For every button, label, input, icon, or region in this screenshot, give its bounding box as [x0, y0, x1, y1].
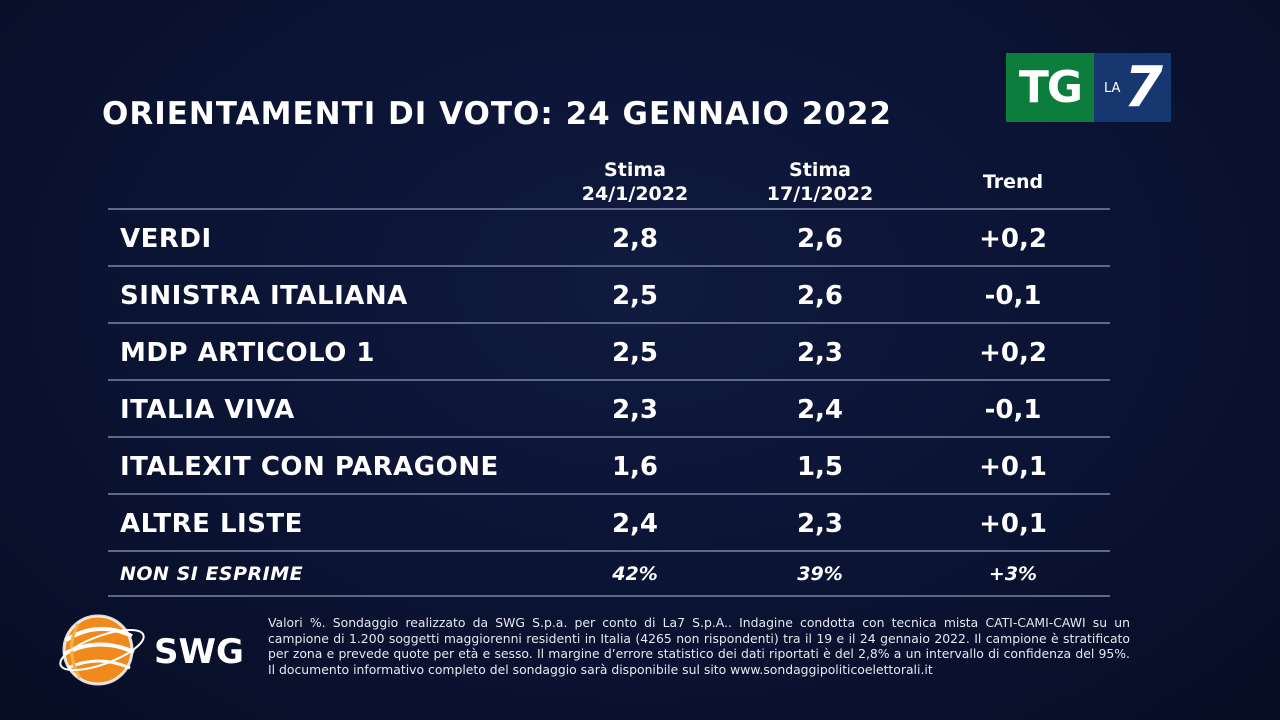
previous-value: 2,6: [796, 224, 844, 254]
column-header-current-line2: 24/1/2022: [581, 183, 689, 205]
current-value: 1,6: [611, 452, 659, 482]
previous-value: 1,5: [796, 452, 844, 482]
party-name: NON SI ESPRIME: [120, 563, 304, 585]
current-value: 2,4: [611, 509, 659, 539]
tg-la7-logo: TG LA 7: [1006, 53, 1171, 122]
party-name: SINISTRA ITALIANA: [120, 281, 408, 311]
column-header-previous: Stima 17/1/2022: [745, 158, 895, 206]
table-row-non-si-esprime: NON SI ESPRIME 42% 39% +3%: [108, 550, 1110, 596]
page-title: ORIENTAMENTI DI VOTO: 24 GENNAIO 2022: [102, 96, 892, 132]
trend-value: +0,2: [979, 224, 1047, 254]
current-value: 2,3: [611, 395, 659, 425]
swg-logo-text: SWG: [154, 632, 244, 672]
swg-logo: SWG: [58, 610, 248, 690]
methodology-disclaimer: Valori %. Sondaggio realizzato da SWG S.…: [268, 615, 1130, 677]
table-row: VERDI 2,8 2,6 +0,2: [108, 208, 1110, 266]
trend-value: -0,1: [984, 395, 1042, 425]
trend-value: +0,1: [979, 452, 1047, 482]
trend-value: -0,1: [984, 281, 1042, 311]
swg-globe-icon: [59, 614, 145, 686]
column-header-trend: Trend: [938, 170, 1088, 194]
column-header-previous-line2: 17/1/2022: [766, 183, 874, 205]
current-value: 2,5: [611, 281, 659, 311]
previous-value: 2,4: [796, 395, 844, 425]
current-value: 2,8: [611, 224, 659, 254]
previous-value: 39%: [797, 563, 843, 585]
column-header-previous-line1: Stima: [789, 159, 851, 181]
trend-value: +0,1: [979, 509, 1047, 539]
tg-logo-mark: TG: [1006, 53, 1094, 122]
previous-value: 2,3: [796, 509, 844, 539]
trend-value: +3%: [988, 563, 1038, 585]
party-name: ALTRE LISTE: [120, 509, 303, 539]
column-header-trend-line1: Trend: [982, 171, 1044, 193]
seven-text: 7: [1124, 55, 1163, 120]
column-header-current-line1: Stima: [604, 159, 666, 181]
party-name: VERDI: [120, 224, 212, 254]
table-bottom-divider: [108, 595, 1110, 597]
la-text: LA: [1104, 81, 1121, 96]
party-name: MDP ARTICOLO 1: [120, 338, 376, 368]
current-value: 2,5: [611, 338, 659, 368]
previous-value: 2,6: [796, 281, 844, 311]
table-row: SINISTRA ITALIANA 2,5 2,6 -0,1: [108, 265, 1110, 323]
table-row: ITALIA VIVA 2,3 2,4 -0,1: [108, 379, 1110, 437]
party-name: ITALIA VIVA: [120, 395, 295, 425]
column-header-current: Stima 24/1/2022: [560, 158, 710, 206]
party-name: ITALEXIT CON PARAGONE: [120, 452, 499, 482]
table-row: ITALEXIT CON PARAGONE 1,6 1,5 +0,1: [108, 436, 1110, 494]
la7-logo-mark: LA 7: [1094, 53, 1171, 122]
table-row: ALTRE LISTE 2,4 2,3 +0,1: [108, 493, 1110, 551]
trend-value: +0,2: [979, 338, 1047, 368]
previous-value: 2,3: [796, 338, 844, 368]
current-value: 42%: [612, 563, 658, 585]
table-row: MDP ARTICOLO 1 2,5 2,3 +0,2: [108, 322, 1110, 380]
